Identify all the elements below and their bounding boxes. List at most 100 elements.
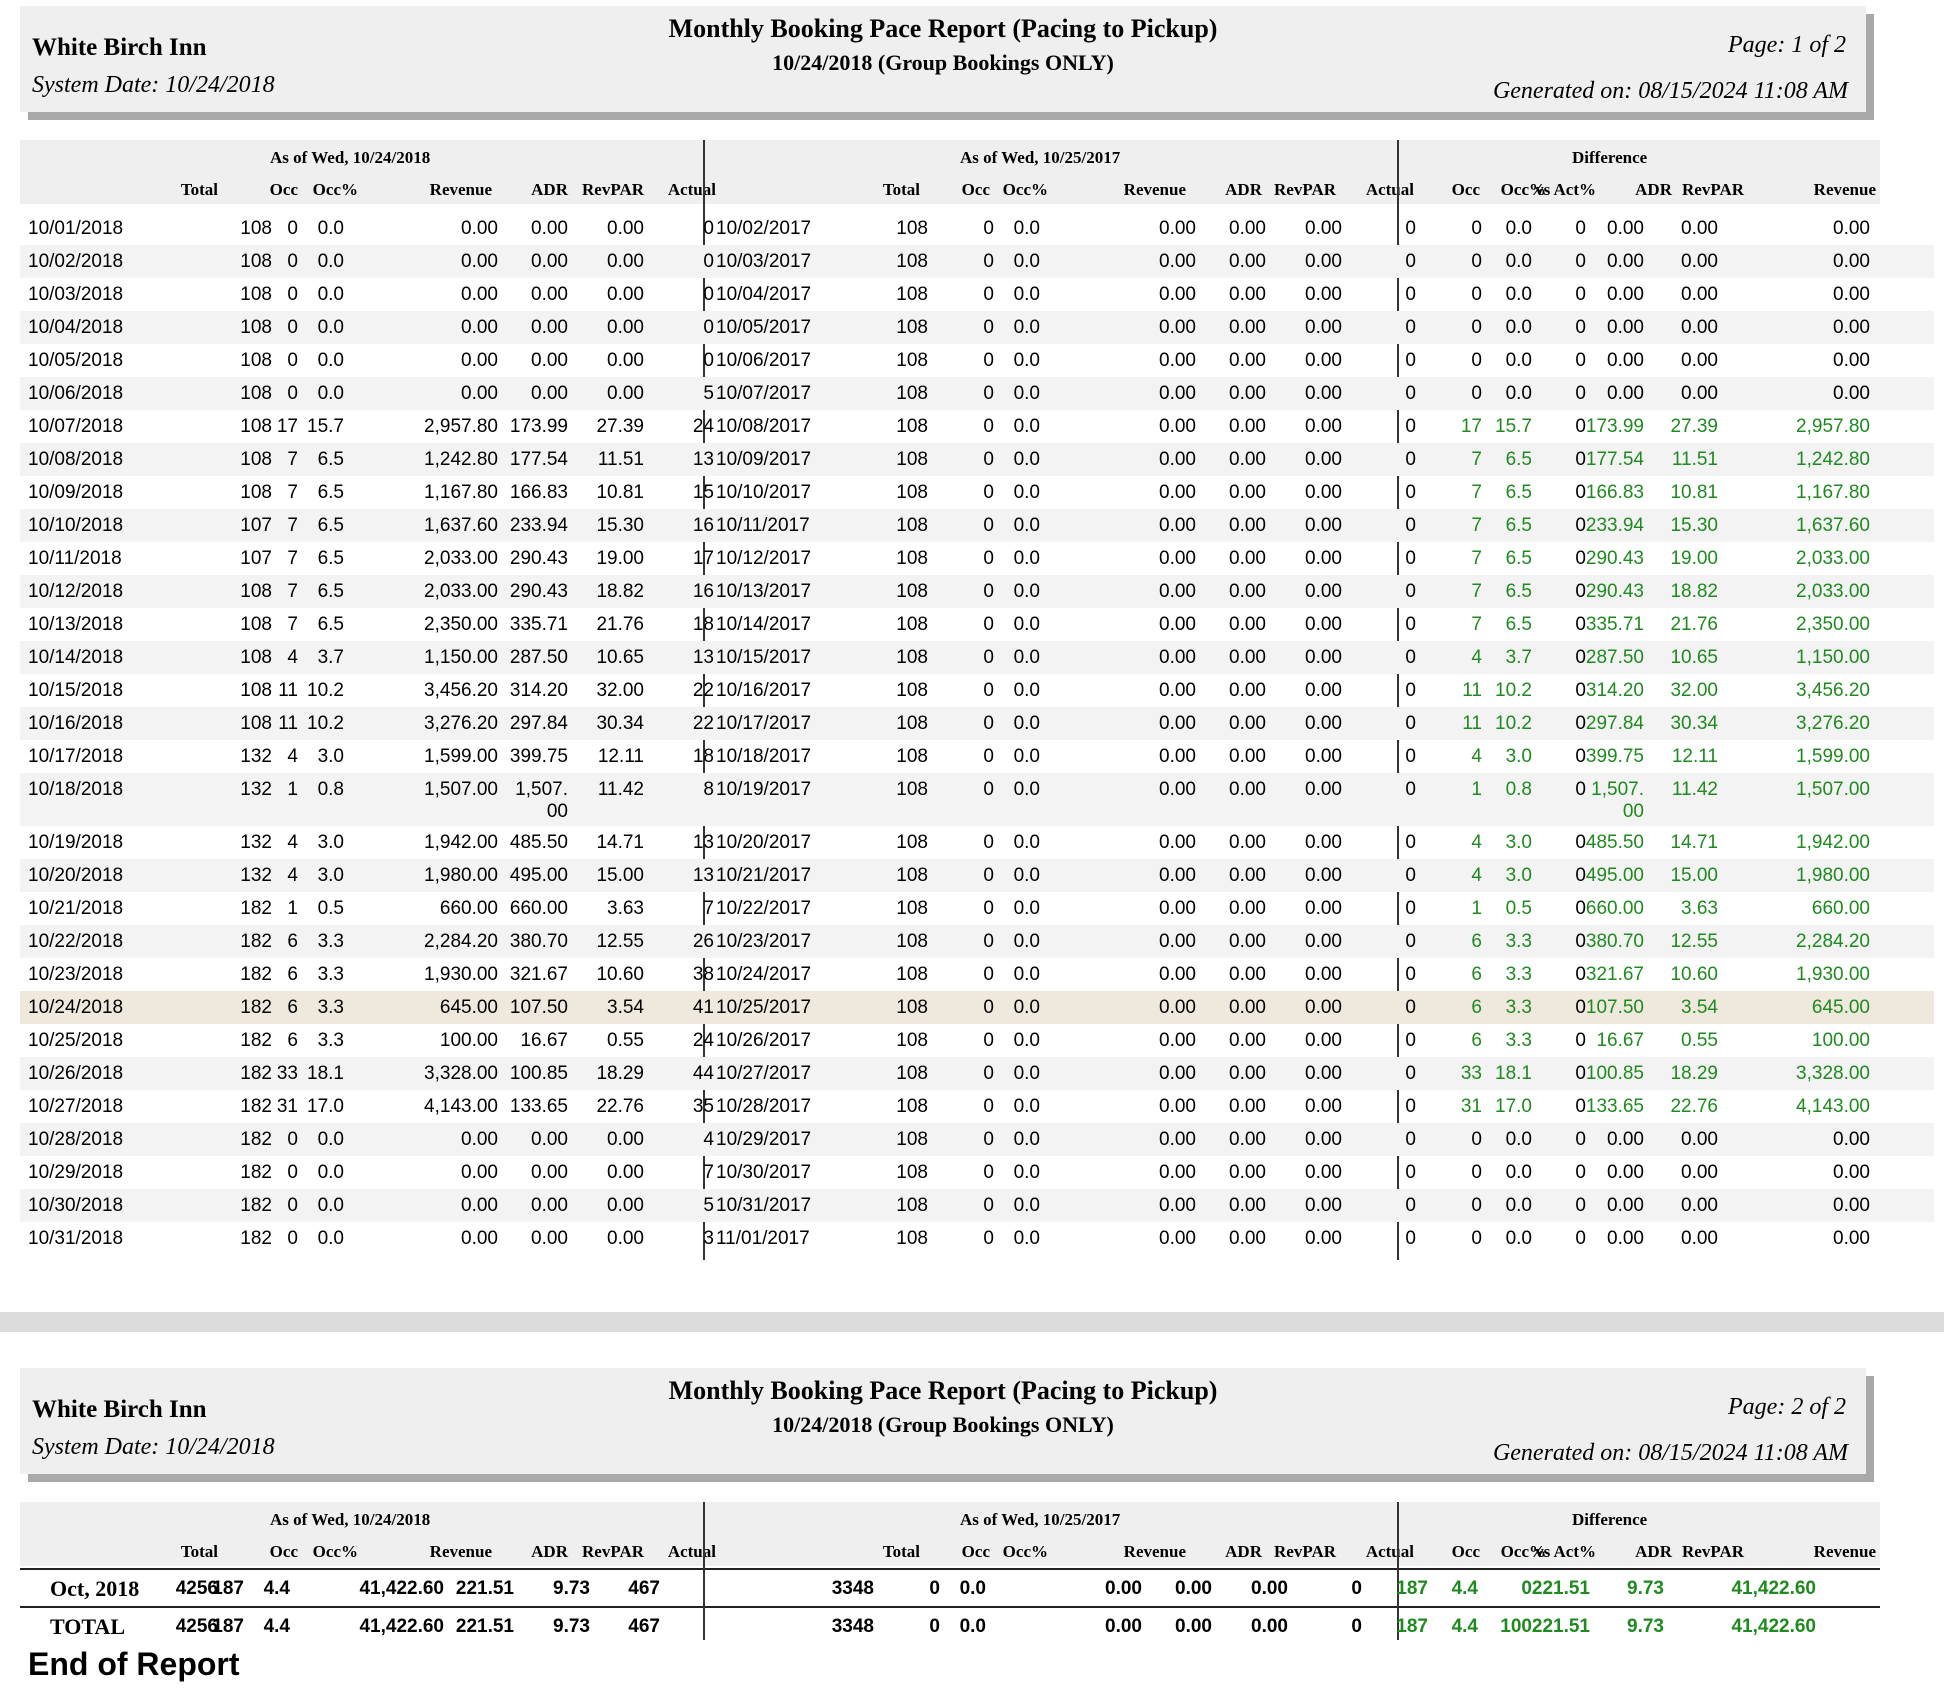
cell-prior-revenue: 0.00: [1159, 1228, 1196, 1249]
cell-total: 182: [240, 931, 272, 952]
cell-prior-occ-pct: 0.0: [1013, 1162, 1040, 1183]
cell-diff-revenue: 1,930.00: [1796, 964, 1870, 985]
col-occpct-diff: Occ%: [1500, 180, 1546, 199]
cell-diff-vs-act: 0: [1575, 548, 1586, 569]
cell-prior-date: 10/30/2017: [716, 1162, 812, 1183]
cell-diff-occ: 0: [1471, 1162, 1482, 1183]
cell-occ-pct: 0.0: [317, 1228, 344, 1249]
cell-diff-vs-act: 0: [1521, 1578, 1532, 1599]
cell-prior-date: 10/20/2017: [716, 832, 812, 853]
cell-actual: 24: [692, 416, 714, 437]
cell-prior-actual: 0: [1405, 898, 1416, 919]
cell-prior-occ: 0: [983, 680, 994, 701]
cell-revenue: 0.00: [461, 1129, 498, 1150]
cell-prior-total: 108: [896, 251, 928, 272]
cell-actual: 17: [692, 548, 714, 569]
cell-actual: 13: [692, 865, 714, 886]
cell-prior-actual: 0: [1405, 317, 1416, 338]
cell-revenue: 0.00: [461, 284, 498, 305]
cell-prior-date: 10/22/2017: [716, 898, 812, 919]
cell-prior-revenue: 0.00: [1159, 1129, 1196, 1150]
cell-prior-adr: 0.00: [1229, 680, 1266, 701]
cell-prior-revenue: 0.00: [1159, 680, 1196, 701]
cell-prior-adr: 0.00: [1229, 482, 1266, 503]
cell-prior-revpar: 0.00: [1305, 898, 1342, 919]
cell-revenue: 1,167.80: [424, 482, 498, 503]
cell-occ: 7: [287, 548, 298, 569]
cell-diff-occ-pct: 17.0: [1495, 1096, 1532, 1117]
cell-total: 108: [240, 614, 272, 635]
cell-prior-occ: 0: [983, 449, 994, 470]
cell-prior-actual: 0: [1405, 865, 1416, 886]
cell-prior-occ-pct: 0.0: [1013, 680, 1040, 701]
page-number: Page: 1 of 2: [1728, 32, 1846, 58]
cell-prior-occ: 0: [983, 931, 994, 952]
cell-revenue: 3,328.00: [424, 1063, 498, 1084]
cell-prior-total: 108: [896, 964, 928, 985]
cell-prior-date: 10/07/2017: [716, 383, 812, 404]
cell-diff-revpar: 0.00: [1681, 1228, 1718, 1249]
cell-prior-revenue: 0.00: [1159, 865, 1196, 886]
cell-prior-date: 10/25/2017: [716, 997, 812, 1018]
cell-prior-occ-pct: 0.0: [1013, 449, 1040, 470]
col-revpar-diff: RevPAR: [1682, 1542, 1744, 1561]
cell-diff-occ: 0: [1471, 317, 1482, 338]
cell-diff-occ: 6: [1471, 964, 1482, 985]
cell-revpar: 21.76: [596, 614, 644, 635]
cell-revpar: 0.00: [607, 1195, 644, 1216]
cell-occ: 0: [287, 1162, 298, 1183]
cell-prior-date: 10/09/2017: [716, 449, 812, 470]
cell-date: 10/16/2018: [28, 713, 124, 734]
cell-prior-actual: 0: [1405, 1195, 1416, 1216]
cell-prior-date: 10/16/2017: [716, 680, 812, 701]
cell-revenue: 660.00: [439, 898, 498, 919]
table-row: 10/24/2018 182 6 3.3 645.00 107.50 3.54 41 10/25…: [20, 991, 1934, 1024]
cell-occ-pct: 0.0: [317, 1162, 344, 1183]
system-date: System Date: 10/24/2018: [32, 72, 275, 98]
cell-diff-adr: 177.54: [1585, 449, 1644, 470]
cell-diff-occ: 0: [1471, 1129, 1482, 1150]
cell-prior-date: 10/31/2017: [716, 1195, 812, 1216]
cell-occ: 0: [287, 251, 298, 272]
table-row: 10/19/2018 132 4 3.0 1,942.00 485.50 14.71 13 10…: [20, 826, 1934, 859]
cell-adr: 107.50: [509, 997, 568, 1018]
cell-prior-total: 108: [896, 317, 928, 338]
cell-prior-revenue: 0.00: [1159, 931, 1196, 952]
cell-diff-vs-act: 0: [1575, 449, 1586, 470]
cell-prior-occ-pct: 0.0: [1013, 1096, 1040, 1117]
cell-prior-occ-pct: 0.0: [1013, 1195, 1040, 1216]
cell-prior-revenue: 0.00: [1159, 997, 1196, 1018]
cell-revenue: 100.00: [439, 1030, 498, 1051]
cell-total: 4256: [175, 1616, 218, 1637]
col-revpar: RevPAR: [582, 1542, 644, 1561]
cell-prior-adr: 0.00: [1229, 317, 1266, 338]
cell-diff-revenue: 1,942.00: [1796, 832, 1870, 853]
cell-occ-pct: 3.3: [317, 1030, 344, 1051]
cell-diff-occ-pct: 3.0: [1505, 746, 1532, 767]
cell-total: 182: [240, 1162, 272, 1183]
cell-prior-revpar: 0.00: [1305, 614, 1342, 635]
cell-occ-pct: 3.3: [317, 964, 344, 985]
cell-total: 132: [240, 832, 272, 853]
cell-prior-actual: 0: [1405, 964, 1416, 985]
cell-prior-total: 108: [896, 713, 928, 734]
cell-total: 108: [240, 680, 272, 701]
cell-diff-adr: 314.20: [1585, 680, 1644, 701]
col-occ-prior: Occ: [961, 180, 990, 199]
cell-prior-revenue: 0.00: [1159, 647, 1196, 668]
cell-diff-occ: 1: [1471, 779, 1482, 800]
cell-occ-pct: 3.0: [317, 832, 344, 853]
cell-adr: 221.51: [455, 1578, 514, 1599]
cell-occ: 1: [287, 898, 298, 919]
cell-diff-adr: 0.00: [1607, 383, 1644, 404]
cell-occ-pct: 3.0: [317, 865, 344, 886]
cell-diff-vs-act: 0: [1575, 482, 1586, 503]
cell-total: 108: [240, 416, 272, 437]
cell-actual: 13: [692, 647, 714, 668]
cell-actual: 18: [692, 614, 714, 635]
cell-actual: 16: [692, 515, 714, 536]
cell-prior-date: 10/21/2017: [716, 865, 812, 886]
cell-total: 108: [240, 713, 272, 734]
cell-prior-revenue: 0.00: [1159, 482, 1196, 503]
table-row: 10/02/2018 108 0 0.0 0.00 0.00 0.00 0 10/03/2017…: [20, 245, 1934, 278]
